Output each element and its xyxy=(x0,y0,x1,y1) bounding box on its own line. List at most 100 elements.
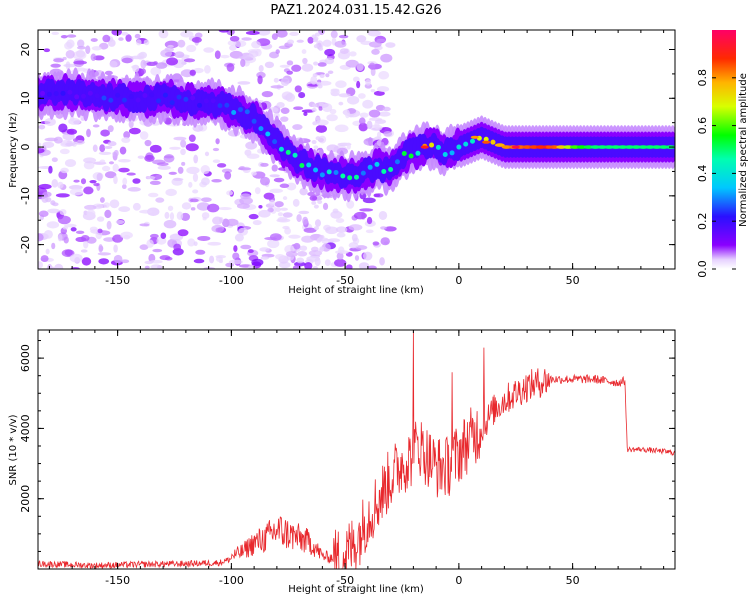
heatmap-blob xyxy=(112,163,119,172)
heatmap-blob xyxy=(160,49,172,58)
heatmap-blob xyxy=(113,149,119,157)
heatmap-blob xyxy=(139,131,149,140)
heatmap-blob xyxy=(192,189,199,194)
heatmap-blob xyxy=(285,251,298,258)
heatmap-blob xyxy=(334,124,349,133)
heatmap-blob xyxy=(241,37,252,41)
heatmap-core xyxy=(156,98,162,104)
heatmap-core xyxy=(203,98,209,104)
heatmap-blob xyxy=(190,207,196,211)
heatmap-blob xyxy=(211,178,222,183)
heatmap-blob xyxy=(275,49,280,54)
heatmap-blob xyxy=(121,57,133,64)
heatmap-blob xyxy=(360,40,372,45)
heatmap-blob xyxy=(164,211,170,219)
colorbar-tick-label: 0.2 xyxy=(696,212,709,230)
heatmap-blob xyxy=(121,184,127,190)
heatmap-blob xyxy=(173,243,182,251)
snr-panel: -150 -100 -50 0 50 2000 4000 6000 Height of str… xyxy=(8,329,676,595)
heatmap-blob xyxy=(233,40,247,48)
heatmap-blob xyxy=(154,174,163,180)
heatmap-blob xyxy=(248,264,256,269)
heatmap-blob xyxy=(150,66,162,76)
heatmap-core xyxy=(442,152,448,158)
chart-title: PAZ1.2024.031.15.42.G26 xyxy=(270,3,441,18)
heatmap-blob xyxy=(146,239,154,248)
heatmap-blob xyxy=(204,64,211,74)
heatmap-blob xyxy=(298,92,306,99)
heatmap-core xyxy=(210,98,216,104)
heatmap-frame xyxy=(37,29,676,270)
snr-line xyxy=(38,330,675,569)
heatmap-blob xyxy=(317,199,323,204)
heatmap-blob xyxy=(103,202,110,209)
heatmap-blob xyxy=(374,120,380,130)
heatmap-blob xyxy=(63,236,69,244)
heatmap-blob xyxy=(302,216,309,225)
heatmap-blob xyxy=(90,38,98,42)
heatmap-blob xyxy=(100,129,110,137)
heatmap-blob xyxy=(70,115,75,122)
x-tick-label: -50 xyxy=(336,574,354,587)
heatmap-core xyxy=(74,94,80,100)
heatmap-blob xyxy=(240,244,252,250)
heatmap-blob xyxy=(385,42,396,48)
heatmap-core xyxy=(231,109,237,115)
heatmap-blob xyxy=(251,171,257,176)
heatmap-blob xyxy=(318,46,324,51)
heatmap-blob xyxy=(174,51,185,59)
heatmap-core xyxy=(374,161,380,167)
heatmap-blob xyxy=(75,49,86,58)
heatmap-blob xyxy=(335,218,345,223)
heatmap-blob xyxy=(240,58,246,68)
heatmap-blob xyxy=(38,183,52,190)
heatmap-blob xyxy=(53,58,65,63)
heatmap-blob xyxy=(237,167,252,171)
heatmap-blob xyxy=(349,51,357,57)
heatmap-blob xyxy=(134,33,141,39)
heatmap-core xyxy=(60,90,66,96)
colorbar-ticks: 0.0 0.2 0.4 0.6 0.8 xyxy=(696,69,736,278)
heatmap-blob xyxy=(368,109,381,118)
heatmap-core xyxy=(81,93,86,99)
heatmap-blob xyxy=(65,50,75,59)
heatmap-blob xyxy=(303,227,317,233)
heatmap-blob xyxy=(267,239,280,249)
heatmap-blob xyxy=(277,216,288,222)
heatmap-core xyxy=(162,92,168,98)
heatmap-blob xyxy=(80,234,90,242)
heatmap-blob xyxy=(86,128,91,138)
heatmap-core xyxy=(415,150,421,156)
heatmap-blob xyxy=(288,234,301,239)
heatmap-blob xyxy=(245,30,260,36)
heatmap-core xyxy=(306,162,312,168)
heatmap-core xyxy=(94,93,100,99)
heatmap-blob xyxy=(140,59,147,69)
heatmap-peak xyxy=(470,135,479,139)
heatmap-blob xyxy=(238,55,252,60)
heatmap-blob xyxy=(286,60,294,66)
heatmap-core xyxy=(121,97,127,103)
heatmap-blob xyxy=(280,77,290,87)
x-tick-label: 0 xyxy=(455,274,462,287)
heatmap-blob xyxy=(169,146,181,150)
heatmap-blob xyxy=(42,191,52,198)
heatmap-blob xyxy=(218,206,232,211)
heatmap-blob xyxy=(40,255,49,263)
colorbar-tick-label: 0.6 xyxy=(696,117,709,135)
heatmap-blob xyxy=(312,73,318,78)
heatmap-blob xyxy=(150,233,159,239)
heatmap-blob xyxy=(280,207,288,211)
heatmap-core xyxy=(394,159,400,165)
heatmap-blob xyxy=(144,265,150,269)
heatmap-blob xyxy=(254,187,261,195)
snr-frame xyxy=(37,329,676,570)
heatmap-blob xyxy=(307,83,320,87)
heatmap-blob xyxy=(196,202,211,211)
heatmap-blob xyxy=(293,106,304,111)
heatmap-blob xyxy=(139,244,149,251)
heatmap-blob xyxy=(104,171,117,179)
heatmap-blob xyxy=(258,209,271,218)
heatmap-blob xyxy=(322,39,332,47)
heatmap-core xyxy=(319,172,325,178)
